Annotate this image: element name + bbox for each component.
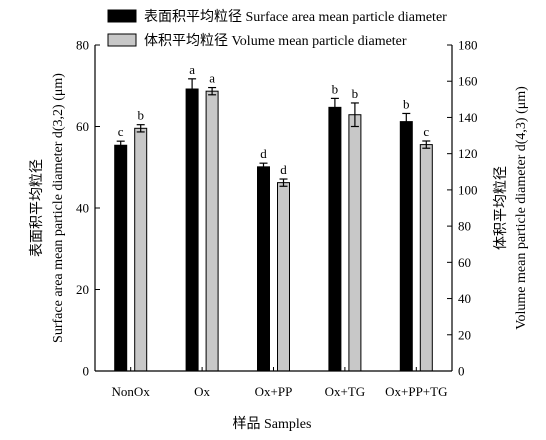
y-right-tick-label: 100 xyxy=(458,182,478,197)
y-axis-left-label-en: Surface area mean particle diameter d(3,… xyxy=(51,73,66,343)
bar xyxy=(328,106,342,372)
y-left-tick-label: 40 xyxy=(76,201,89,216)
x-tick-label: Ox+TG xyxy=(325,384,366,399)
significance-label: b xyxy=(332,81,339,96)
y-left-tick-label: 80 xyxy=(76,38,89,53)
y-left-tick-label: 20 xyxy=(76,282,89,297)
x-axis-label: 样品 Samples xyxy=(233,416,312,432)
legend: 表面积平均粒径 Surface area mean particle diame… xyxy=(107,9,447,49)
y-right-tick-label: 160 xyxy=(458,74,478,89)
significance-label: d xyxy=(260,146,267,161)
legend-swatch xyxy=(107,9,137,23)
x-tick-label: Ox+PP xyxy=(255,384,293,399)
y-axis-right-label-en: Volume mean particle diameter d(4,3) (μm… xyxy=(514,86,529,330)
significance-label: b xyxy=(403,96,410,111)
y-axis-right-label-zh: 体积平均粒径 xyxy=(493,166,509,250)
y-left-tick-label: 0 xyxy=(83,364,90,379)
legend-label: 表面积平均粒径 Surface area mean particle diame… xyxy=(144,9,447,25)
y-axis-left-label-zh: 表面积平均粒径 xyxy=(29,159,45,257)
legend-swatch xyxy=(107,33,137,47)
x-tick-label: NonOx xyxy=(112,384,151,399)
y-left-tick-label: 60 xyxy=(76,119,89,134)
significance-label: b xyxy=(352,86,359,101)
significance-label: d xyxy=(280,162,287,177)
bar xyxy=(277,182,290,372)
significance-label: b xyxy=(137,108,144,123)
y-right-tick-label: 60 xyxy=(458,255,471,270)
y-right-tick-label: 180 xyxy=(458,38,478,53)
significance-label: c xyxy=(423,124,429,139)
bar xyxy=(348,114,362,372)
y-right-tick-label: 0 xyxy=(458,364,465,379)
bar xyxy=(399,121,413,372)
legend-label: 体积平均粒径 Volume mean particle diameter xyxy=(144,33,407,49)
bar xyxy=(185,88,199,372)
y-right-tick-label: 140 xyxy=(458,110,478,125)
significance-label: c xyxy=(118,124,124,139)
bar xyxy=(114,144,128,372)
y-right-tick-label: 20 xyxy=(458,327,471,342)
significance-label: a xyxy=(189,62,195,77)
y-right-tick-label: 80 xyxy=(458,219,471,234)
bar xyxy=(257,166,270,372)
y-right-tick-label: 120 xyxy=(458,146,478,161)
y-right-tick-label: 40 xyxy=(458,291,471,306)
bar xyxy=(205,90,219,372)
significance-label: a xyxy=(209,71,215,86)
x-tick-label: Ox+PP+TG xyxy=(385,384,447,399)
axes: 0 20 40 60 80 0 20 40 60 80 100 120 140 160 180 NonOx Ox… xyxy=(76,38,478,400)
x-tick-label: Ox xyxy=(194,384,210,399)
bar xyxy=(419,144,433,372)
bar xyxy=(134,127,148,372)
